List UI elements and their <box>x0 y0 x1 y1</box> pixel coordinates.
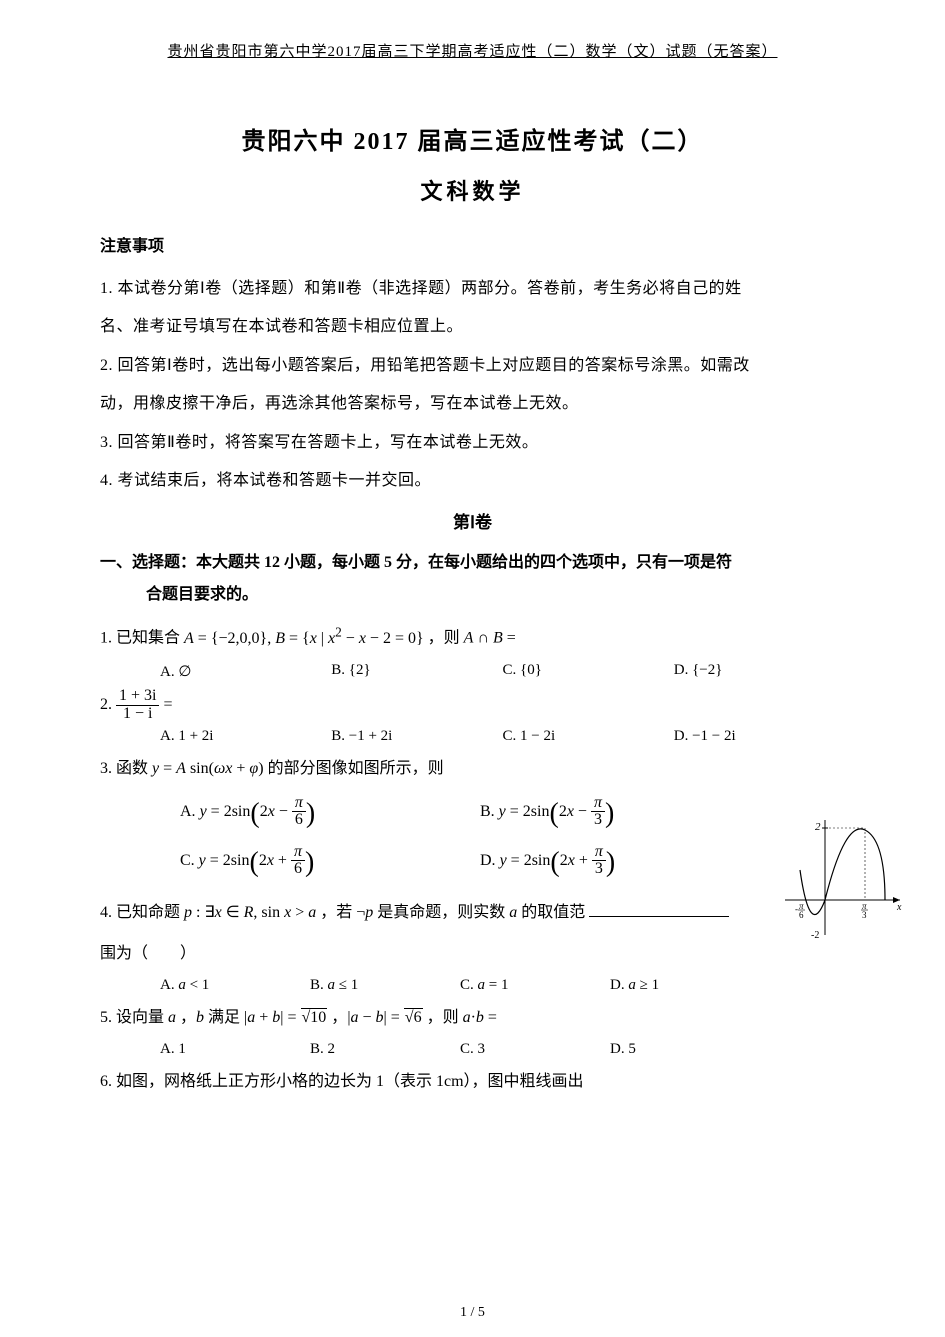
q6-stem: 6. 如图，网格纸上正方形小格的边长为 1（表示 1cm），图中粗线画出 <box>100 1064 845 1099</box>
q5-options: A. 1 B. 2 C. 3 D. 5 <box>160 1041 845 1058</box>
svg-text:6: 6 <box>799 910 804 920</box>
q3-optD: D. y = 2sin(2x + π3) <box>480 844 780 879</box>
q1-optB: B. {2} <box>331 662 502 681</box>
title-sub: 文科数学 <box>100 174 845 206</box>
q4-stem-a: 4. 已知命题 p : ∃x ∈ R, sin x > a ，若 ¬p 是真命题… <box>100 895 845 930</box>
q2-frac-den: 1 − i <box>116 706 159 723</box>
notice-line: 3. 回答第Ⅱ卷时，将答案写在答题卡上，写在本试卷上无效。 <box>100 424 845 462</box>
q1-text: ，则 <box>428 630 464 647</box>
q2-optA: A. 1 + 2i <box>160 728 331 745</box>
optC-val: 3 <box>478 1041 486 1057</box>
optB-val: {2} <box>349 662 371 678</box>
svg-text:2: 2 <box>815 821 821 833</box>
page-number: 1 / 5 <box>0 1305 945 1321</box>
optD-val: {−2} <box>692 662 722 678</box>
q5-optB: B. 2 <box>310 1041 460 1058</box>
optB-val: −1 + 2i <box>349 728 393 744</box>
optA-val: ∅ <box>178 664 191 680</box>
page: 贵州省贵阳市第六中学2017届高三下学期高考适应性（二）数学（文）试题（无答案）… <box>0 0 945 1337</box>
q5-stem: 5. 设向量 a ，b 满足 |a + b| = √10 ，|a − b| = … <box>100 1000 845 1035</box>
q4-stem-b: 围为（ ） <box>100 936 845 971</box>
q2-post: = <box>163 696 172 713</box>
optC-val: {0} <box>520 662 542 678</box>
q5-optD: D. 5 <box>610 1041 760 1058</box>
q1-stem: 1. 已知集合 A = {−2,0,0}, B = {x | x2 − x − … <box>100 617 845 656</box>
optB-val: 2 <box>328 1041 336 1057</box>
q2-optB: B. −1 + 2i <box>331 728 502 745</box>
part1-heading: 第Ⅰ卷 <box>100 508 845 533</box>
q3-stem: 3. 函数 y = A sin(ωx + φ) 的部分图像如图所示，则 <box>100 751 845 786</box>
q1-optA: A. ∅ <box>160 662 331 681</box>
svg-text:x: x <box>896 902 902 913</box>
section1-stem: 合题目要求的。 <box>100 579 845 611</box>
q2-optC: C. 1 − 2i <box>503 728 674 745</box>
optC-val: 1 − 2i <box>520 728 555 744</box>
svg-text:-2: -2 <box>811 930 819 940</box>
notice-line: 2. 回答第Ⅰ卷时，选出每小题答案后，用铅笔把答题卡上对应题目的答案标号涂黑。如… <box>100 347 845 385</box>
q4-options: A. a < 1 B. a ≤ 1 C. a = 1 D. a ≥ 1 <box>160 977 845 994</box>
q3-optB: B. y = 2sin(2x − π3) <box>480 795 780 830</box>
svg-text:-: - <box>795 904 798 914</box>
q1-optD: D. {−2} <box>674 662 845 681</box>
q3-optA: A. y = 2sin(2x − π6) <box>180 795 480 830</box>
notice-line: 名、准考证号填写在本试卷和答题卡相应位置上。 <box>100 308 845 346</box>
q4-optA: A. a < 1 <box>160 977 310 994</box>
q3-options-row2: C. y = 2sin(2x + π6) D. y = 2sin(2x + π3… <box>180 844 845 879</box>
q1-text: 1. 已知集合 <box>100 630 184 647</box>
q3-figure: 2 - π 6 π 3 x -2 <box>785 810 905 940</box>
q1-optC: C. {0} <box>503 662 674 681</box>
optD-val: −1 − 2i <box>692 728 736 744</box>
q2-frac-num: 1 + 3i <box>116 688 159 706</box>
q1-options: A. ∅ B. {2} C. {0} D. {−2} <box>160 662 845 681</box>
q4-optB: B. a ≤ 1 <box>310 977 460 994</box>
section1-stem: 一、选择题：本大题共 12 小题，每小题 5 分，在每小题给出的四个选项中，只有… <box>100 547 845 579</box>
q3-options-row1: A. y = 2sin(2x − π6) B. y = 2sin(2x − π3… <box>180 795 845 830</box>
q4-optD: D. a ≥ 1 <box>610 977 760 994</box>
q2-optD: D. −1 − 2i <box>674 728 845 745</box>
q3-optC: C. y = 2sin(2x + π6) <box>180 844 480 879</box>
notice-line: 动，用橡皮擦干净后，再选涂其他答案标号，写在本试卷上无效。 <box>100 385 845 423</box>
blank-line <box>589 916 729 917</box>
doc-header: 贵州省贵阳市第六中学2017届高三下学期高考适应性（二）数学（文）试题（无答案） <box>100 40 845 61</box>
q2-num: 2. <box>100 696 116 713</box>
optD-val: 5 <box>628 1041 636 1057</box>
notice-heading: 注意事项 <box>100 232 845 256</box>
svg-text:3: 3 <box>862 910 867 920</box>
q2-stem: 2. 1 + 3i 1 − i = <box>100 687 845 723</box>
optA-val: 1 <box>178 1041 186 1057</box>
q5-optC: C. 3 <box>460 1041 610 1058</box>
notice-line: 1. 本试卷分第Ⅰ卷（选择题）和第Ⅱ卷（非选择题）两部分。答卷前，考生务必将自己… <box>100 270 845 308</box>
q5-optA: A. 1 <box>160 1041 310 1058</box>
title-main: 贵阳六中 2017 届高三适应性考试（二） <box>100 121 845 156</box>
notice-line: 4. 考试结束后，将本试卷和答题卡一并交回。 <box>100 462 845 500</box>
q4-optC: C. a = 1 <box>460 977 610 994</box>
q2-options: A. 1 + 2i B. −1 + 2i C. 1 − 2i D. −1 − 2… <box>160 728 845 745</box>
optA-val: 1 + 2i <box>178 728 213 744</box>
